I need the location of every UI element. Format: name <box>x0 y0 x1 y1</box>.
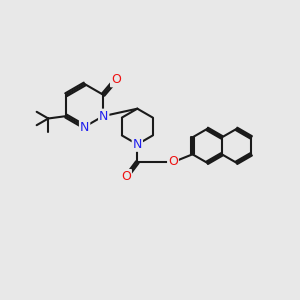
Text: O: O <box>168 155 178 168</box>
Text: O: O <box>111 74 121 86</box>
Text: N: N <box>80 121 89 134</box>
Text: O: O <box>121 170 131 183</box>
Text: N: N <box>99 110 108 123</box>
Text: N: N <box>133 138 142 151</box>
